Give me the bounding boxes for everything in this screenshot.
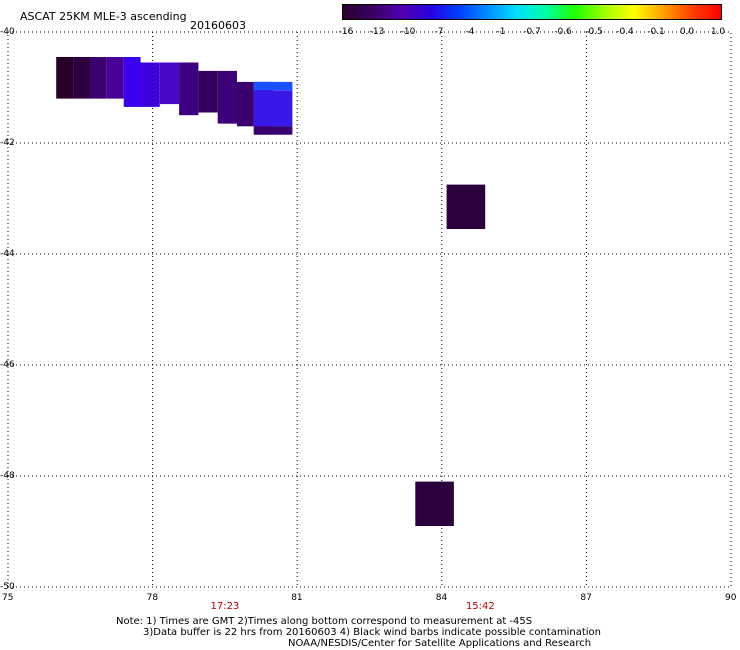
- data-cell: [179, 62, 199, 116]
- data-cell: [56, 57, 74, 99]
- time-label: 15:42: [465, 601, 495, 612]
- data-cell: [236, 81, 254, 127]
- data-cell: [446, 184, 486, 229]
- time-label: 17:23: [210, 601, 240, 612]
- map-date: 20160603: [190, 19, 246, 32]
- lon-tick-label: 87: [580, 593, 592, 603]
- note-line-3: NOAA/NESDIS/Center for Satellite Applica…: [288, 638, 592, 649]
- data-cell: [253, 90, 293, 127]
- lon-tick-label: 90: [725, 593, 737, 603]
- data-cell: [253, 81, 293, 91]
- lat-tick-label: -46: [0, 360, 15, 370]
- colorbar-tick-label: 1.0: [710, 27, 726, 37]
- colorbar-tick-label: 0.0: [679, 27, 695, 37]
- note-line-1: Note: 1) Times are GMT 2)Times along bot…: [116, 616, 533, 627]
- data-cell: [198, 70, 218, 113]
- lon-tick-label: 78: [146, 593, 159, 603]
- data-cell: [140, 62, 160, 107]
- map-title: ASCAT 25KM MLE-3 ascending: [20, 10, 187, 23]
- colorbar-tick-label: -4: [465, 27, 475, 37]
- colorbar-tick-label: -16: [338, 27, 354, 37]
- data-cell: [415, 481, 454, 526]
- data-cell: [89, 57, 107, 99]
- data-cell: [73, 57, 90, 99]
- lon-tick-label: 81: [291, 593, 303, 603]
- colorbar-tick-label: -7: [434, 27, 444, 37]
- data-cell: [253, 126, 293, 135]
- lat-tick-label: -50: [0, 582, 15, 592]
- data-cell: [106, 57, 124, 99]
- lat-tick-label: -48: [0, 471, 15, 481]
- lat-tick-label: -42: [0, 138, 15, 148]
- data-cell: [123, 57, 141, 107]
- colorbar-tick-label: -0.5: [585, 27, 603, 37]
- colorbar-tick-label: -0.6: [554, 27, 572, 37]
- data-cell: [217, 70, 237, 124]
- plot-frame: [7, 31, 732, 588]
- colorbar-tick-label: -10: [400, 27, 416, 37]
- lon-tick-label: 84: [435, 593, 448, 603]
- lat-tick-label: -44: [0, 249, 15, 259]
- lat-tick-label: -40: [0, 27, 15, 37]
- note-line-2: 3)Data buffer is 22 hrs from 20160603 4)…: [143, 627, 601, 638]
- data-cell: [159, 62, 180, 105]
- lon-tick-label: 75: [2, 593, 14, 603]
- colorbar: [342, 4, 722, 20]
